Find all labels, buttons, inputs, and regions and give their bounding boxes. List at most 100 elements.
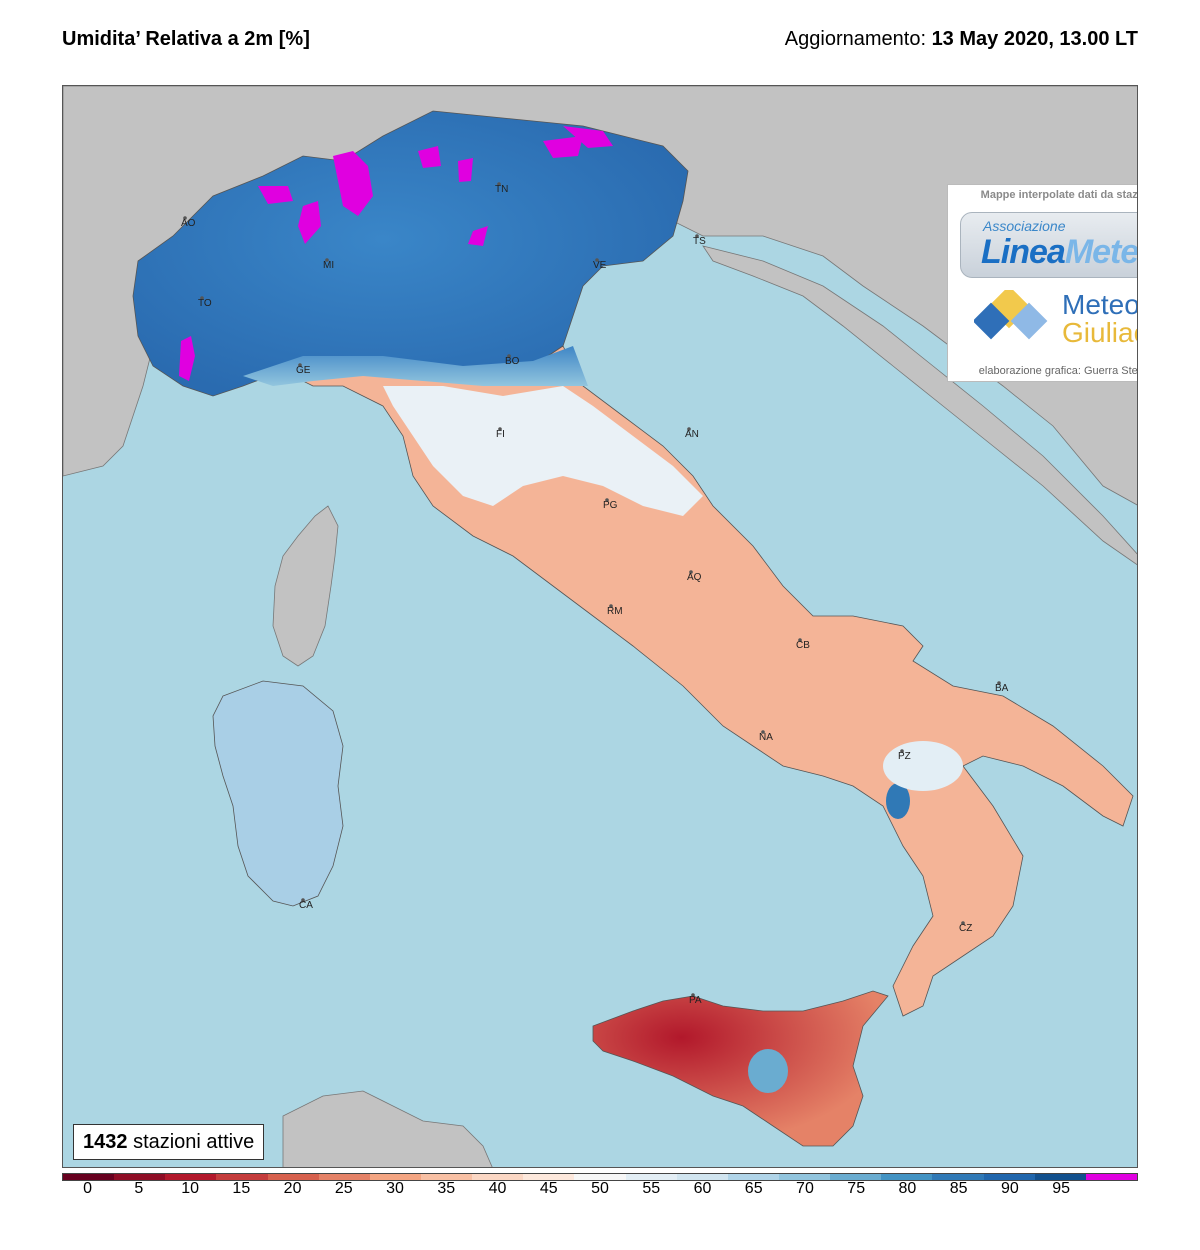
city-marker — [609, 604, 613, 608]
city-label-ba: BA — [995, 683, 1009, 694]
color-scale-segment — [369, 1174, 421, 1180]
color-scale-tick: 70 — [796, 1180, 814, 1197]
sicily — [592, 990, 889, 1147]
color-scale-segment — [881, 1174, 933, 1180]
city-marker — [498, 427, 502, 431]
city-label-ge: GE — [296, 365, 311, 376]
meteo-word: Meteo — [1062, 289, 1138, 320]
stations-count: 1432 — [83, 1131, 128, 1153]
color-scale-tick: 75 — [847, 1180, 866, 1197]
city-label-aq: AQ — [687, 572, 702, 583]
color-scale-tick: 30 — [386, 1180, 404, 1197]
color-scale-tick: 60 — [693, 1180, 712, 1197]
color-scale-ticks: 0 5 10 15 20 25 30 35 40 45 50 55 60 65 70 75 80 85 90 95 — [62, 1180, 1138, 1204]
color-scale-segment — [114, 1174, 166, 1180]
update-value: 13 May 2020, 13.00 LT — [931, 28, 1138, 50]
color-scale-segment — [165, 1174, 217, 1180]
logo-header: Mappe interpolate dati da stazioni — [980, 189, 1138, 201]
city-label-pa: PA — [689, 995, 702, 1006]
color-scale-segment — [983, 1174, 1035, 1180]
city-label-ao: AO — [181, 218, 196, 229]
color-scale-segment — [318, 1174, 370, 1180]
color-scale-segment — [574, 1174, 626, 1180]
city-marker — [200, 296, 204, 300]
color-scale-tick: 40 — [488, 1180, 507, 1197]
color-scale-tick: 25 — [334, 1180, 353, 1197]
city-marker — [687, 427, 691, 431]
color-scale-segment — [420, 1174, 473, 1180]
color-scale-segment — [63, 1174, 115, 1180]
city-marker — [298, 363, 302, 367]
city-label-to: TO — [198, 298, 212, 309]
tunisia-land — [282, 1090, 493, 1167]
city-marker — [605, 498, 609, 502]
color-scale-tick: 55 — [642, 1180, 661, 1197]
color-scale-segment — [267, 1174, 319, 1180]
city-marker — [961, 921, 965, 925]
color-scale-tick: 5 — [134, 1180, 144, 1197]
meteogiuliacci-wordmark[interactable]: Meteo Giuliacci — [1062, 289, 1138, 348]
city-label-cz: CZ — [959, 923, 972, 934]
city-marker — [325, 258, 329, 262]
color-scale-tick: 20 — [283, 1180, 302, 1197]
italy-north — [132, 110, 689, 397]
map-title: Umidita’ Relativa a 2m [%] — [62, 28, 310, 50]
update-info: Aggiornamento: 13 May 2020, 13.00 LT — [785, 28, 1138, 51]
color-scale-segment — [216, 1174, 268, 1180]
color-scale-segment — [472, 1174, 524, 1180]
city-label-mi: MI — [323, 260, 334, 271]
city-marker — [595, 258, 599, 262]
city-marker — [507, 354, 511, 358]
color-scale-tick: 95 — [1052, 1180, 1071, 1197]
city-marker — [689, 570, 693, 574]
color-scale-segment — [676, 1174, 728, 1180]
sicily-humid-spot — [748, 1049, 788, 1093]
stations-counter: 1432 stazioni attive — [73, 1124, 265, 1160]
city-marker — [301, 898, 305, 902]
lineameteo-logo[interactable]: Associazione LineaMeteo — [960, 212, 1138, 278]
color-scale-segment — [1034, 1174, 1086, 1180]
lineameteo-association: Associazione — [983, 218, 1066, 234]
color-scale-tick: 0 — [83, 1180, 93, 1197]
city-label-na: NA — [759, 732, 773, 743]
color-scale-segment — [830, 1174, 882, 1180]
central-white-band — [383, 386, 703, 516]
humidity-map: AO TN TS VE MI TO GE BO FI AN PG AQ RM CB BA NA PZ CA CZ PA… — [62, 85, 1138, 1168]
color-scale-tick: 15 — [232, 1180, 251, 1197]
city-label-ca: CA — [299, 900, 313, 911]
color-scale-tick: 50 — [591, 1180, 609, 1197]
color-scale-segment — [625, 1174, 677, 1180]
update-label: Aggiornamento: — [784, 28, 926, 50]
saturation-patches — [179, 126, 613, 381]
graphics-credit: elaborazione grafica: Guerra Stefano — [978, 365, 1138, 377]
lineameteo-wordmark-part1: Linea — [981, 233, 1066, 271]
color-scale-tick: 85 — [949, 1180, 968, 1197]
city-label-fi: FI — [496, 429, 505, 440]
color-scale-tick: 45 — [539, 1180, 558, 1197]
color-scale-segment — [778, 1174, 831, 1180]
city-marker — [761, 730, 765, 734]
sardinia — [212, 680, 344, 907]
color-scale-segment — [523, 1174, 575, 1180]
city-marker — [997, 681, 1001, 685]
color-scale-segment — [727, 1174, 779, 1180]
city-label-ts: TS — [693, 236, 706, 247]
giuliacci-word: Giuliacci — [1062, 317, 1137, 348]
balkans-land — [702, 245, 1137, 566]
color-scale-segment — [932, 1174, 984, 1180]
color-scale-tick: 35 — [437, 1180, 456, 1197]
city-label-rm: RM — [607, 606, 623, 617]
stations-label: stazioni attive — [133, 1131, 255, 1153]
city-marker — [798, 638, 802, 642]
lineameteo-wordmark-part2: Meteo — [1064, 233, 1138, 271]
city-label-an: AN — [685, 429, 699, 440]
italy-peninsula — [281, 345, 1134, 1017]
city-marker — [497, 182, 501, 186]
color-scale-tick: 65 — [744, 1180, 763, 1197]
color-scale-tick: 80 — [898, 1180, 917, 1197]
city-label-bo: BO — [505, 356, 520, 367]
color-scale-segment — [1085, 1174, 1137, 1180]
city-label-tn: TN — [495, 184, 508, 195]
lineameteo-wordmark: LineaMeteo — [981, 233, 1138, 272]
city-marker — [183, 216, 187, 220]
